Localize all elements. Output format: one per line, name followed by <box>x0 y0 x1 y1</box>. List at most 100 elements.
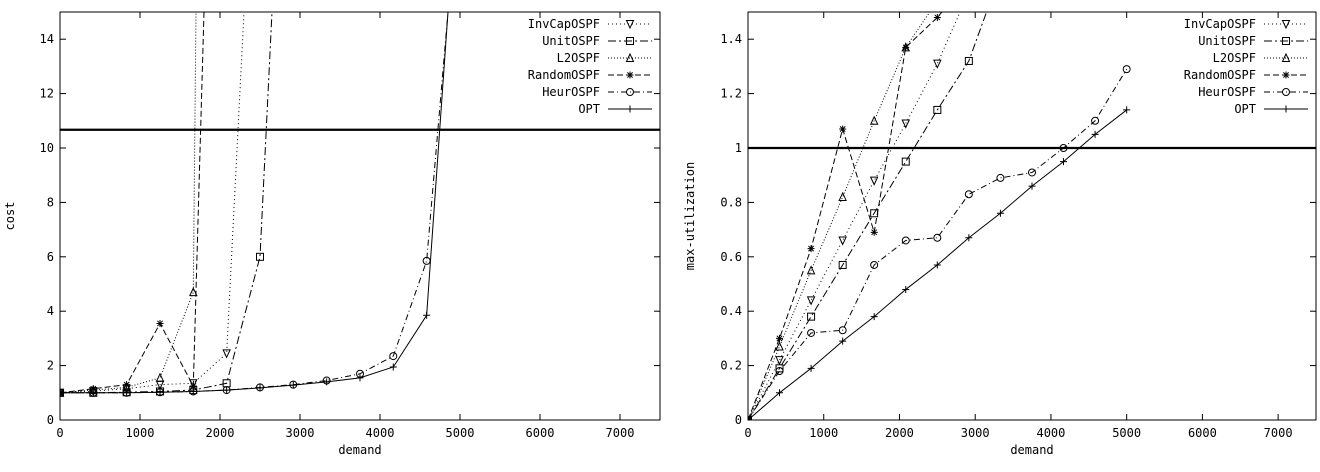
legend-marker <box>626 88 634 96</box>
data-point-InvCapOSPF <box>901 119 911 129</box>
legend-marker <box>1282 105 1290 113</box>
plot-area <box>748 12 1131 420</box>
legend-label: InvCapOSPF <box>1184 17 1256 31</box>
legend-label: L2OSPF <box>557 51 600 65</box>
data-point-HeurOSPF <box>389 352 398 361</box>
data-point-HeurOSPF <box>996 173 1005 182</box>
x-tick-label: 1000 <box>809 426 838 440</box>
data-point-RandomOSPF <box>89 385 97 393</box>
legend-marker <box>626 105 634 113</box>
plot-frame <box>747 11 1317 421</box>
data-point-HeurOSPF <box>1091 116 1100 125</box>
data-point-RandomOSPF <box>776 334 784 342</box>
y-tick-label: 2 <box>47 359 54 373</box>
x-tick-label: 3000 <box>286 426 315 440</box>
y-tick-label: 0.8 <box>720 195 742 209</box>
y-tick-label: 0.6 <box>720 250 742 264</box>
x-tick-label: 5000 <box>1112 426 1141 440</box>
data-point-OPT <box>60 389 64 397</box>
legend-marker <box>1282 37 1290 45</box>
legend-label: OPT <box>578 102 600 116</box>
legend-marker <box>1281 20 1291 30</box>
data-point-OPT <box>89 389 97 397</box>
legend: InvCapOSPF UnitOSPF L2OSPF RandomOSPF HeurOS… <box>528 17 652 116</box>
data-point-InvCapOSPF <box>838 236 847 246</box>
legend-marker <box>625 20 635 30</box>
y-tick-label: 1.2 <box>720 87 742 101</box>
x-axis-label: demand <box>338 443 381 457</box>
x-tick-label: 1000 <box>126 426 155 440</box>
legend-label: L2OSPF <box>1213 51 1256 65</box>
data-point-RandomOSPF <box>870 228 878 236</box>
data-point-InvCapOSPF <box>806 296 816 306</box>
series-line-InvCapOSPF <box>60 12 245 394</box>
data-point-RandomOSPF <box>839 125 847 133</box>
data-point-HeurOSPF <box>870 260 879 269</box>
chart-2: 0 1000 2000 3000 4000 5000 6000 7000 0 0.2 0.4 0.6 0… <box>683 11 1317 457</box>
y-tick-label: 0 <box>735 413 742 427</box>
y-tick-label: 12 <box>40 87 54 101</box>
plot-area <box>60 12 449 398</box>
data-point-HeurOSPF <box>1028 168 1036 177</box>
data-point-OPT <box>902 285 910 293</box>
data-point-OPT <box>807 364 815 372</box>
plot-frame <box>59 11 661 421</box>
x-tick-label: 2000 <box>885 426 914 440</box>
series-line-InvCapOSPF <box>748 12 961 420</box>
x-tick-label: 6000 <box>526 426 555 440</box>
y-tick-label: 10 <box>40 141 54 155</box>
legend-label: RandomOSPF <box>1184 68 1256 82</box>
data-point-RandomOSPF <box>156 319 164 327</box>
legend-label: UnitOSPF <box>542 34 600 48</box>
data-point-OPT <box>156 388 164 396</box>
y-tick-label: 14 <box>40 32 54 46</box>
data-point-OPT <box>776 389 784 397</box>
series-line-OPT <box>60 12 449 394</box>
data-point-HeurOSPF <box>1059 144 1068 152</box>
data-point-UnitOSPF <box>964 56 973 65</box>
data-point-HeurOSPF <box>838 326 847 335</box>
data-point-UnitOSPF <box>807 312 816 321</box>
y-tick-label: 1 <box>735 141 742 155</box>
data-point-OPT <box>1028 182 1036 190</box>
data-point-HeurOSPF <box>807 328 816 337</box>
data-point-L2OSPF <box>155 372 165 382</box>
data-point-OPT <box>323 378 331 386</box>
x-tick-label: 4000 <box>366 426 395 440</box>
chart-1: 0 1000 2000 3000 4000 5000 6000 7000 0 2 4 6 8 10 12 14… <box>3 11 661 457</box>
data-point-RandomOSPF <box>123 381 131 389</box>
series-line-UnitOSPF <box>748 12 988 420</box>
data-point-L2OSPF <box>838 191 847 201</box>
legend-label: RandomOSPF <box>528 68 600 82</box>
data-point-HeurOSPF <box>901 236 910 245</box>
y-tick-label: 8 <box>47 195 54 209</box>
legend-marker <box>626 71 634 79</box>
legend-marker <box>1281 52 1291 62</box>
data-point-HeurOSPF <box>1122 65 1131 74</box>
data-point-OPT <box>389 363 397 371</box>
y-tick-label: 0.2 <box>720 359 742 373</box>
x-tick-label: 0 <box>56 426 63 440</box>
data-point-OPT <box>223 386 231 394</box>
legend-marker <box>626 37 634 45</box>
x-tick-label: 4000 <box>1036 426 1065 440</box>
data-point-InvCapOSPF <box>188 379 198 389</box>
data-point-OPT <box>870 313 878 321</box>
x-tick-label: 7000 <box>1264 426 1293 440</box>
data-point-RandomOSPF <box>902 43 910 51</box>
x-tick-label: 7000 <box>606 426 635 440</box>
data-point-RandomOSPF <box>189 382 197 390</box>
legend-label: UnitOSPF <box>1198 34 1256 48</box>
y-axis-label: max-utilization <box>683 162 697 270</box>
legend-label: HeurOSPF <box>542 85 600 99</box>
data-point-InvCapOSPF <box>222 349 231 359</box>
y-axis-label: cost <box>3 202 17 231</box>
data-point-UnitOSPF <box>838 260 847 269</box>
data-point-L2OSPF <box>806 265 816 275</box>
data-point-OPT <box>1060 158 1068 166</box>
data-point-OPT <box>996 209 1004 217</box>
data-point-InvCapOSPF <box>775 356 784 366</box>
data-point-InvCapOSPF <box>869 176 879 186</box>
data-point-L2OSPF <box>775 341 784 351</box>
